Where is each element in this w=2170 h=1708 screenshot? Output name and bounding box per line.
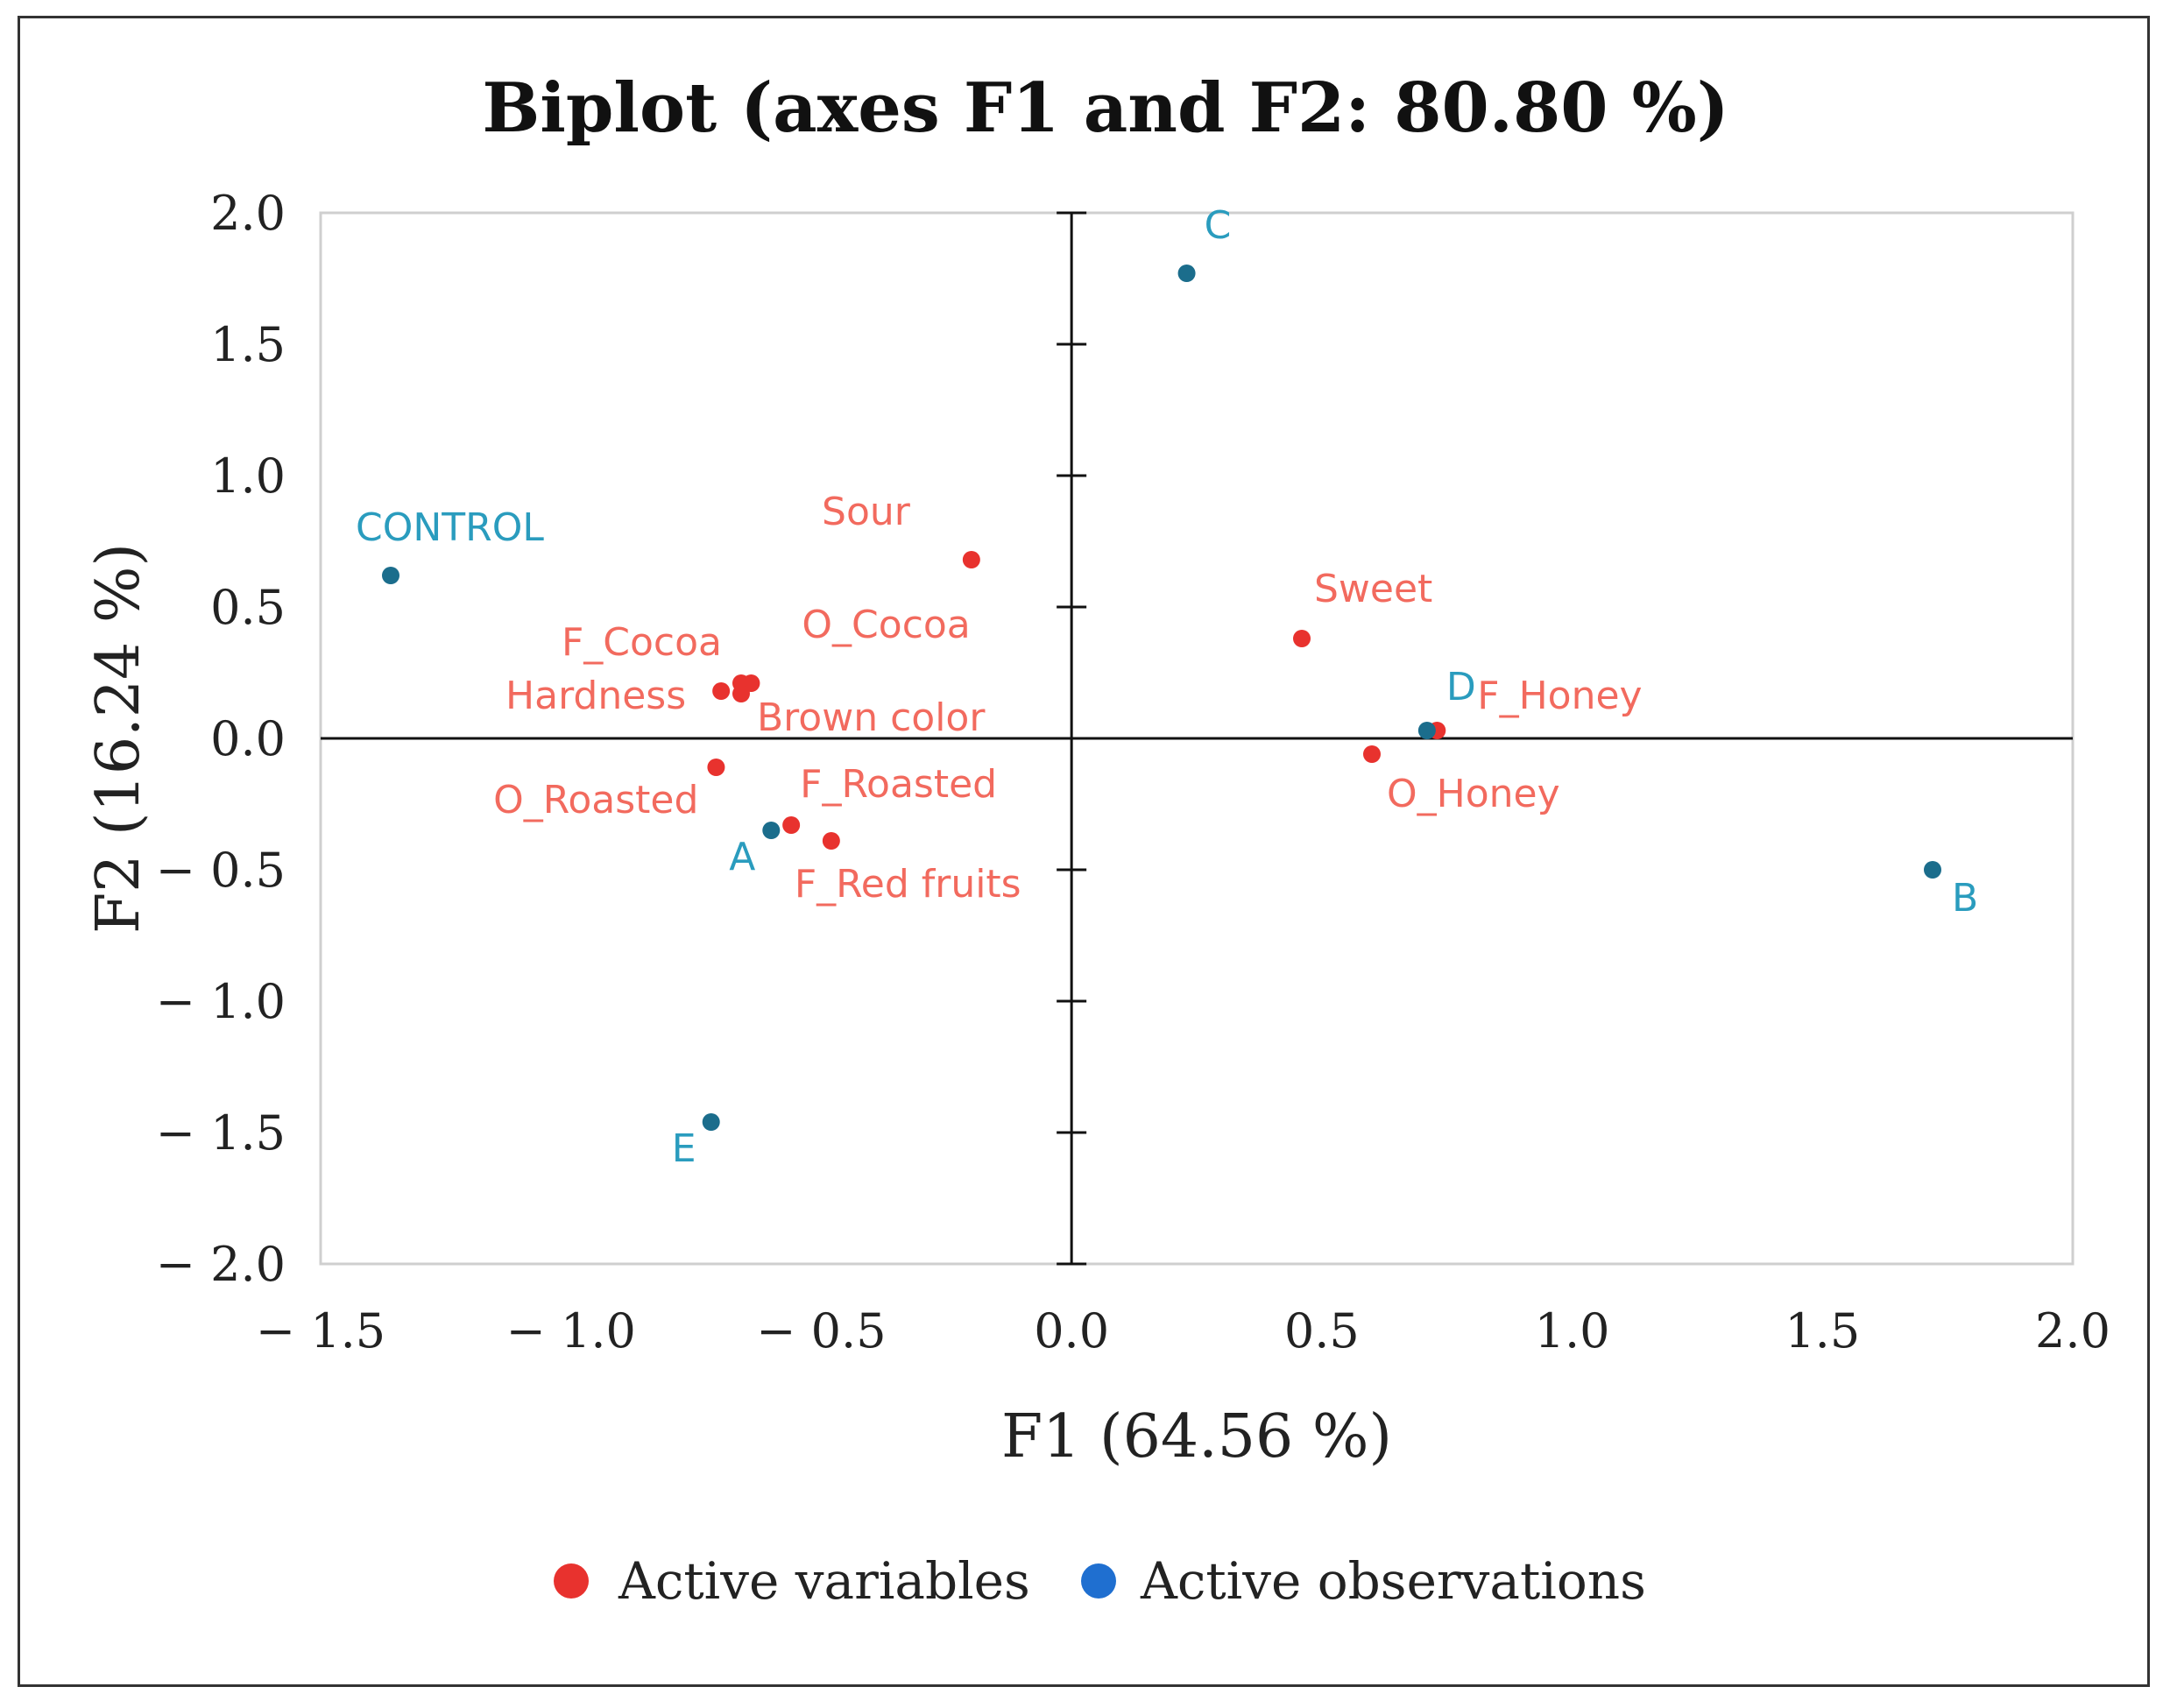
tick-layer: − 1.5 − 1.0 − 0.5 0.0 0.5 1.0 1.5 2.0 − 2.0 − 1.5…: [156, 186, 2110, 1359]
legend: Active variables Active observations: [554, 1551, 1646, 1611]
point-brown-color: [732, 685, 750, 702]
x-tick-label: 2.0: [2035, 1303, 2110, 1359]
point-label-brown-color: Brown color: [757, 695, 986, 740]
labels-layer: Sour O_Cocoa F_Cocoa Brown color Hardness O_R…: [356, 203, 1978, 1171]
point-label-c: C: [1205, 203, 1232, 248]
point-label-f-red-fruits: F_Red fruits: [795, 862, 1021, 907]
point-o-roasted: [707, 759, 725, 776]
y-tick-label: 0.0: [210, 711, 286, 766]
axes-layer: [321, 211, 2073, 1266]
points-layer: [382, 265, 1941, 1131]
y-tick-label: − 0.5: [156, 843, 286, 898]
y-tick-label: − 1.0: [156, 974, 286, 1029]
point-label-sour: Sour: [822, 490, 911, 534]
point-label-d: D: [1446, 665, 1476, 709]
point-label-e: E: [672, 1126, 696, 1171]
y-tick-label: 1.5: [210, 317, 286, 372]
point-d: [1417, 722, 1436, 739]
y-tick-label: 2.0: [210, 186, 286, 241]
point-o-honey: [1363, 745, 1381, 763]
point-f-red-fruits: [822, 832, 840, 850]
y-tick-label: 1.0: [210, 448, 286, 504]
point-e: [702, 1113, 720, 1131]
point-label-o-cocoa: O_Cocoa: [802, 603, 970, 647]
point-label-o-honey: O_Honey: [1387, 772, 1560, 816]
point-f-roasted: [782, 816, 801, 834]
x-tick-label: 0.0: [1034, 1303, 1109, 1359]
point-label-f-honey: F_Honey: [1477, 674, 1642, 718]
chart-frame: [18, 16, 2150, 1687]
point-c: [1177, 265, 1196, 282]
y-tick-label: − 2.0: [156, 1237, 286, 1292]
point-label-sweet: Sweet: [1314, 567, 1432, 611]
point-sweet: [1293, 630, 1311, 647]
point-label-a: A: [729, 835, 755, 879]
legend-marker-active-variables: [554, 1563, 589, 1599]
point-label-control: CONTROL: [356, 505, 544, 550]
point-a: [762, 822, 781, 839]
legend-marker-active-observations: [1081, 1563, 1116, 1599]
chart-title: Biplot (axes F1 and F2: 80.80 %): [482, 68, 1728, 148]
y-tick-label: 0.5: [210, 580, 286, 635]
x-axis-title: F1 (64.56 %): [1001, 1402, 1392, 1472]
x-tick-label: 1.5: [1785, 1303, 1860, 1359]
point-label-o-roasted: O_Roasted: [493, 778, 698, 822]
legend-label-active-observations: Active observations: [1140, 1551, 1646, 1611]
point-control: [382, 567, 399, 584]
point-label-f-roasted: F_Roasted: [800, 762, 997, 807]
x-tick-label: 0.5: [1284, 1303, 1360, 1359]
x-tick-label: − 0.5: [756, 1303, 886, 1359]
x-tick-label: − 1.5: [256, 1303, 385, 1359]
x-tick-label: 1.0: [1535, 1303, 1610, 1359]
point-label-b: B: [1952, 876, 1978, 921]
y-tick-label: − 1.5: [156, 1105, 286, 1161]
point-b: [1924, 861, 1941, 879]
legend-label-active-variables: Active variables: [618, 1551, 1030, 1611]
point-hardness: [712, 682, 731, 700]
point-sour: [962, 551, 980, 568]
point-label-hardness: Hardness: [505, 674, 686, 718]
x-tick-label: − 1.0: [506, 1303, 636, 1359]
y-axis-title: F2 (16.24 %): [84, 543, 153, 934]
point-label-f-cocoa: F_Cocoa: [562, 620, 722, 665]
